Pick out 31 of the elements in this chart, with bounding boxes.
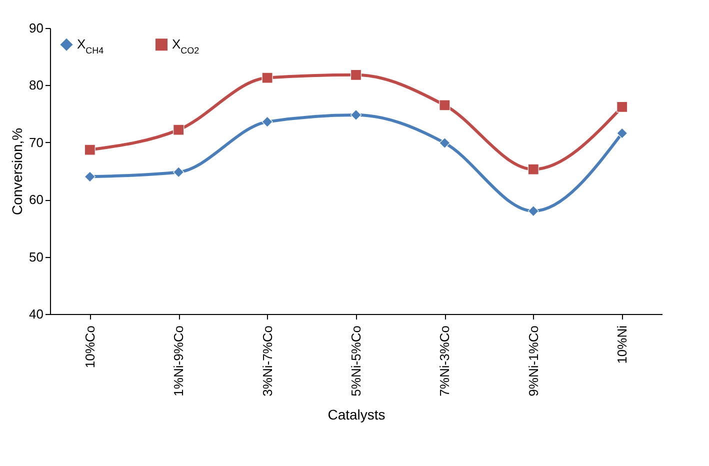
legend-label: X$_{CO2}$ (172, 36, 200, 56)
x-axis-title: Catalysts (328, 406, 386, 422)
point (350, 69, 362, 80)
x-tick-label: 3%Ni-7%Co (260, 326, 275, 396)
y-tick-label: 80 (29, 78, 44, 93)
legend-label: X$_{CH4}$ (77, 36, 104, 56)
y-tick-label: 90 (29, 20, 44, 36)
y-tick-label: 70 (29, 134, 44, 150)
point (173, 166, 184, 178)
x-tick-label: 10%Ni (614, 325, 630, 364)
x-tick-label: 10%Co (82, 326, 98, 368)
point (616, 101, 628, 112)
point (616, 128, 628, 139)
x-tick-label: 9%Ni-1%Co (526, 326, 541, 396)
point (84, 144, 96, 156)
point (350, 109, 362, 120)
point (262, 116, 273, 128)
y-axis-title: Conversion,% (9, 128, 26, 216)
point (528, 205, 539, 217)
point (84, 171, 96, 182)
point (528, 164, 539, 175)
point (262, 72, 273, 84)
point (439, 137, 450, 149)
x-tick-label: 7%Ni-3%Co (437, 326, 452, 396)
x-tick-label: 1%Ni-9%Co (171, 326, 186, 396)
point (173, 124, 184, 136)
point (439, 100, 450, 111)
y-tick-label: 60 (29, 192, 44, 208)
x-tick-label: 5%Ni-5%Co (348, 326, 364, 396)
y-tick-label: 50 (29, 249, 44, 264)
y-tick-label: 40 (29, 306, 44, 322)
